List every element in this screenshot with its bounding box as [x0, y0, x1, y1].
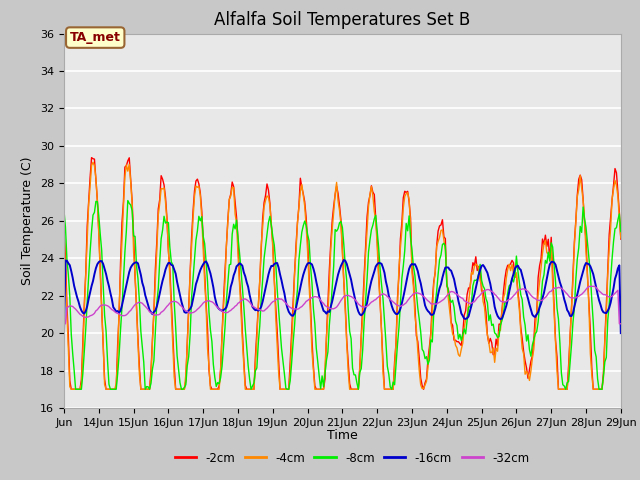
-4cm: [60, 229, 68, 235]
-2cm: [450, 337, 458, 343]
-32cm: [617, 321, 625, 326]
-8cm: [292, 300, 300, 306]
-4cm: [292, 249, 300, 254]
-16cm: [289, 313, 297, 319]
-16cm: [617, 330, 625, 336]
Line: -32cm: -32cm: [64, 286, 621, 324]
-8cm: [111, 386, 118, 392]
Line: -16cm: -16cm: [64, 260, 621, 333]
-4cm: [113, 381, 120, 386]
-16cm: [73, 294, 81, 300]
-32cm: [447, 288, 455, 294]
-8cm: [450, 304, 458, 310]
-4cm: [75, 386, 83, 392]
-8cm: [433, 288, 440, 294]
-32cm: [289, 306, 297, 312]
-32cm: [586, 283, 594, 289]
-2cm: [113, 385, 120, 391]
-16cm: [431, 306, 439, 312]
-8cm: [72, 386, 79, 392]
-8cm: [124, 198, 132, 204]
-2cm: [357, 333, 365, 338]
-32cm: [60, 321, 68, 326]
-2cm: [88, 155, 95, 160]
-2cm: [617, 236, 625, 242]
-2cm: [433, 243, 440, 249]
-4cm: [89, 159, 97, 165]
Legend: -2cm, -4cm, -8cm, -16cm, -32cm: -2cm, -4cm, -8cm, -16cm, -32cm: [170, 447, 534, 469]
-4cm: [357, 334, 365, 340]
-32cm: [430, 301, 438, 307]
-32cm: [73, 308, 81, 314]
-8cm: [617, 228, 625, 234]
-4cm: [617, 235, 625, 241]
-16cm: [449, 272, 456, 278]
-4cm: [433, 244, 440, 250]
Line: -2cm: -2cm: [64, 157, 621, 389]
-4cm: [67, 386, 75, 392]
-32cm: [355, 301, 362, 307]
-8cm: [75, 386, 83, 392]
Title: Alfalfa Soil Temperatures Set B: Alfalfa Soil Temperatures Set B: [214, 11, 470, 29]
-2cm: [67, 386, 75, 392]
-2cm: [292, 243, 300, 249]
-8cm: [357, 366, 365, 372]
Line: -4cm: -4cm: [64, 162, 621, 389]
-2cm: [75, 386, 83, 392]
-16cm: [60, 330, 68, 336]
Text: TA_met: TA_met: [70, 31, 121, 44]
-4cm: [450, 334, 458, 339]
-32cm: [109, 308, 117, 313]
-16cm: [356, 312, 364, 317]
-2cm: [60, 228, 68, 234]
Line: -8cm: -8cm: [64, 201, 621, 389]
-16cm: [109, 304, 117, 310]
Y-axis label: Soil Temperature (C): Soil Temperature (C): [22, 156, 35, 285]
X-axis label: Time: Time: [327, 429, 358, 442]
-8cm: [60, 208, 68, 214]
-16cm: [340, 257, 348, 263]
